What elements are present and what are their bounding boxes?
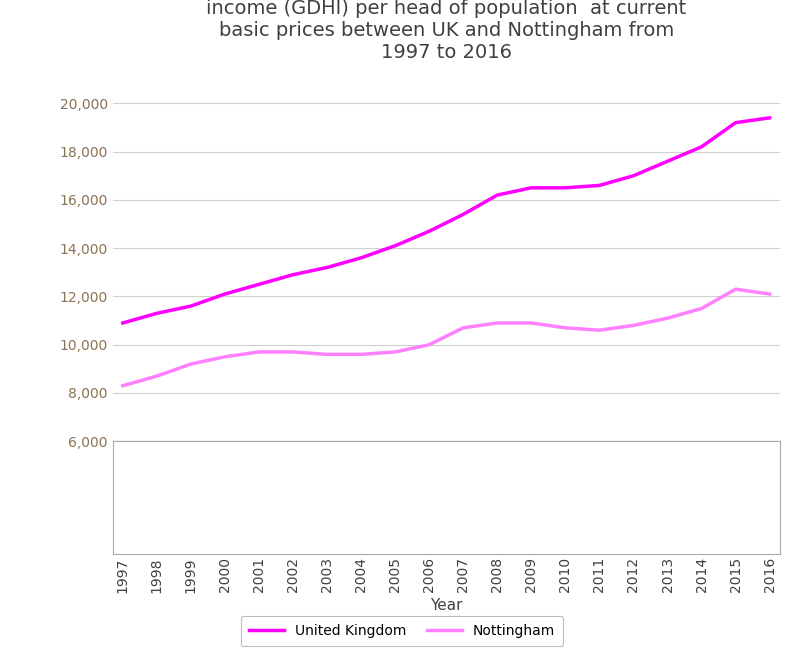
United Kingdom xyxy=(356,254,365,262)
Nottingham xyxy=(628,321,638,329)
United Kingdom xyxy=(152,310,161,317)
United Kingdom xyxy=(322,263,332,271)
Nottingham xyxy=(696,304,706,312)
United Kingdom xyxy=(458,211,467,218)
United Kingdom xyxy=(662,157,671,165)
Line: Nottingham: Nottingham xyxy=(123,289,768,385)
Title: Comparing the Gross disposable household
income (GDHI) per head of population  a: Comparing the Gross disposable household… xyxy=(206,0,686,62)
Nottingham xyxy=(764,290,773,298)
Nottingham xyxy=(254,348,263,356)
Nottingham xyxy=(185,360,195,368)
Nottingham xyxy=(594,326,604,334)
United Kingdom xyxy=(254,280,263,288)
Nottingham xyxy=(322,350,332,358)
Nottingham xyxy=(424,341,434,348)
Nottingham xyxy=(492,319,502,327)
United Kingdom xyxy=(526,184,536,192)
United Kingdom xyxy=(492,191,502,199)
United Kingdom xyxy=(764,114,773,122)
Nottingham xyxy=(662,314,671,322)
Nottingham xyxy=(356,350,365,358)
Line: United Kingdom: United Kingdom xyxy=(123,118,768,323)
Nottingham xyxy=(152,372,161,380)
Nottingham xyxy=(458,324,467,332)
United Kingdom xyxy=(628,172,638,180)
United Kingdom xyxy=(118,319,128,327)
Nottingham xyxy=(560,324,569,332)
United Kingdom xyxy=(424,227,434,235)
Nottingham xyxy=(220,353,230,361)
Nottingham xyxy=(389,348,399,356)
United Kingdom xyxy=(287,271,297,279)
Nottingham xyxy=(730,285,740,293)
United Kingdom xyxy=(594,182,604,189)
Nottingham xyxy=(287,348,297,356)
United Kingdom xyxy=(560,184,569,192)
X-axis label: Year: Year xyxy=(430,598,462,613)
United Kingdom xyxy=(696,143,706,150)
United Kingdom xyxy=(389,242,399,249)
United Kingdom xyxy=(220,290,230,298)
United Kingdom xyxy=(185,302,195,310)
Nottingham xyxy=(118,381,128,389)
Nottingham xyxy=(526,319,536,327)
United Kingdom xyxy=(730,119,740,127)
Legend: United Kingdom, Nottingham: United Kingdom, Nottingham xyxy=(240,616,563,646)
